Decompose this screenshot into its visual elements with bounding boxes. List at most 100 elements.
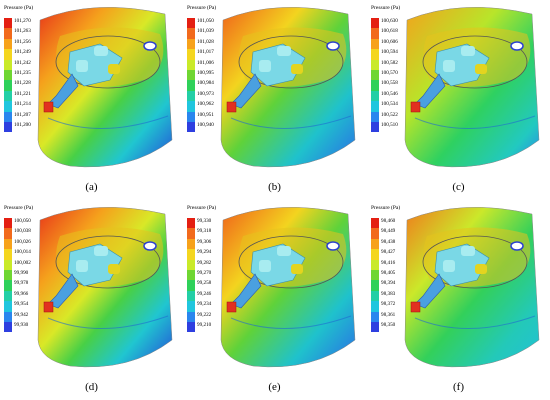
legend-swatch (4, 101, 12, 112)
pipe-assembly (410, 43, 490, 113)
legend-row: 98,427 (371, 249, 431, 260)
legend-value: 99,246 (197, 290, 212, 297)
legend-row: 99,234 (187, 301, 247, 312)
legend-row: 99,318 (187, 228, 247, 239)
legend-row: 99,270 (187, 269, 247, 281)
legend-swatch (187, 111, 195, 122)
legend-value: 98,449 (381, 228, 396, 235)
contour-panel: Pressure (Pa) 98,460 98,449 98,438 98,427 98,… (367, 200, 550, 400)
legend-swatch (371, 269, 379, 281)
panel-label: (e) (268, 381, 281, 393)
legend-title: Pressure (Pa) (4, 5, 34, 11)
legend-swatch (371, 69, 379, 81)
legend-row: 99,954 (4, 301, 64, 312)
tank-contour (404, 7, 540, 168)
legend-swatch (4, 269, 12, 281)
legend-value: 98,383 (381, 290, 396, 297)
legend-row: 98,416 (371, 259, 431, 270)
contour-panel: Pressure (Pa) 101,270 101,263 101,256 101,24… (0, 0, 183, 200)
legend-value: 98,416 (381, 259, 396, 266)
legend-value: 98,427 (381, 249, 396, 256)
legend-value: 98,372 (381, 301, 396, 308)
legend-swatch (371, 18, 379, 29)
legend-swatch (371, 259, 379, 270)
legend-value: 100,026 (14, 238, 31, 245)
legend-swatch (187, 311, 195, 322)
legend-swatch (371, 249, 379, 260)
tank-contour (37, 7, 173, 168)
legend-value: 100,630 (381, 18, 398, 24)
legend-row: 100,546 (371, 90, 431, 102)
legend-row: 100,014 (4, 249, 64, 260)
legend-row: 99,258 (187, 280, 247, 291)
legend-title: Pressure (Pa) (187, 5, 217, 11)
legend-row: 101,017 (187, 49, 247, 60)
color-legend: 101,270 101,263 101,256 101,249 101,242 101,2… (4, 18, 64, 133)
legend-title: Pressure (Pa) (187, 205, 217, 211)
legend-row: 100,594 (371, 49, 431, 60)
legend-swatch (371, 290, 379, 302)
legend-swatch (4, 249, 12, 260)
legend-swatch (371, 28, 379, 39)
legend-row: 100,038 (4, 228, 64, 239)
legend-value: 101,228 (14, 80, 31, 87)
legend-swatch (4, 259, 12, 270)
legend-swatch (371, 111, 379, 122)
pipe-assembly (410, 243, 490, 313)
legend-value: 101,039 (197, 28, 214, 35)
legend-swatch (187, 49, 195, 60)
legend-value: 101,242 (14, 59, 31, 66)
legend-swatch (187, 249, 195, 260)
legend-value: 99,930 (14, 321, 29, 328)
pipe-assembly (43, 43, 123, 113)
legend-row: 100,951 (187, 111, 247, 122)
legend-row: 100,026 (4, 238, 64, 250)
legend-value: 99,966 (14, 290, 29, 297)
legend-swatch (187, 218, 195, 229)
legend-row: 99,930 (4, 321, 64, 333)
legend-row: 101,228 (4, 80, 64, 91)
legend-value: 99,258 (197, 280, 212, 287)
legend-swatch (371, 238, 379, 250)
legend-row: 101,263 (4, 28, 64, 39)
legend-row: 100,984 (187, 80, 247, 91)
legend-value: 99,270 (197, 269, 212, 276)
legend-value: 98,438 (381, 238, 396, 245)
legend-value: 100,522 (381, 111, 398, 118)
legend-value: 98,361 (381, 311, 396, 318)
legend-swatch (4, 228, 12, 239)
legend-value: 101,270 (14, 18, 31, 24)
legend-value: 100,618 (381, 28, 398, 35)
legend-row: 100,973 (187, 90, 247, 102)
legend-swatch (187, 269, 195, 281)
legend-row: 101,221 (4, 90, 64, 102)
legend-value: 100,995 (197, 69, 214, 76)
legend-row: 101,050 (187, 18, 247, 29)
legend-row: 98,361 (371, 311, 431, 322)
legend-row: 99,966 (4, 290, 64, 302)
legend-swatch (371, 228, 379, 239)
color-legend: 99,330 99,318 99,306 99,294 99,282 99,270 99,2… (187, 218, 247, 333)
legend-swatch (371, 49, 379, 60)
legend-row: 98,350 (371, 321, 431, 333)
legend-value: 100,570 (381, 69, 398, 76)
legend-value: 99,222 (197, 311, 212, 318)
legend-value: 99,990 (14, 269, 29, 276)
legend-value: 101,256 (14, 38, 31, 45)
legend-title: Pressure (Pa) (4, 205, 34, 211)
legend-value: 98,405 (381, 269, 396, 276)
legend-swatch (4, 80, 12, 91)
legend-value: 101,207 (14, 111, 31, 118)
panel-label: (b) (268, 181, 281, 193)
legend-swatch (187, 28, 195, 39)
contour-panel: Pressure (Pa) 100,630 100,618 100,606 100,59… (367, 0, 550, 200)
legend-value: 100,582 (381, 59, 398, 66)
legend-row: 101,249 (4, 49, 64, 60)
legend-row: 101,200 (4, 121, 64, 133)
legend-swatch (371, 301, 379, 312)
legend-value: 101,263 (14, 28, 31, 35)
legend-value: 99,954 (14, 301, 29, 308)
pipe-assembly (43, 243, 123, 313)
legend-swatch (371, 121, 379, 133)
legend-value: 101,050 (197, 18, 214, 24)
